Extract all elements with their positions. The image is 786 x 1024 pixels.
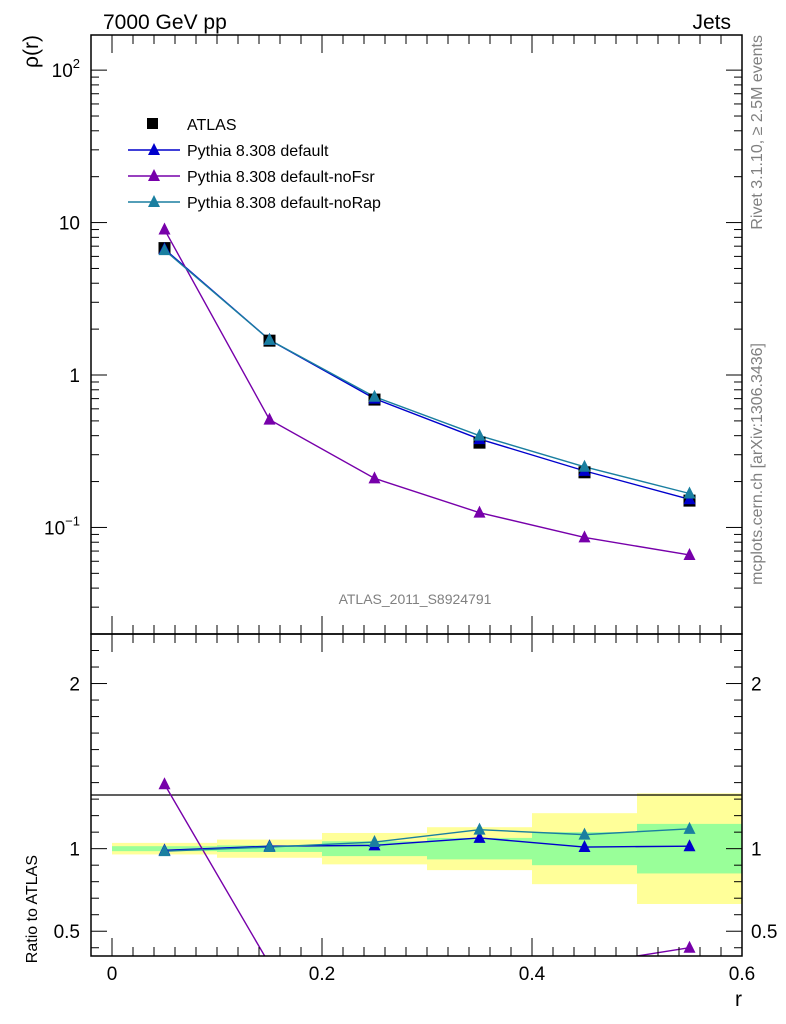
header-left-label: 7000 GeV pp (103, 11, 227, 34)
ratio-point-pythia-8-308-default-norap-4 (578, 827, 591, 840)
ratio-series-markers (158, 777, 696, 969)
ratio-point-pythia-8-308-default-norap-0 (158, 844, 171, 857)
ratio-point-pythia-8-308-default-4 (578, 840, 591, 853)
ratio-y-tick-label-right-2: 2 (751, 675, 762, 696)
analysis-id-label: ATLAS_2011_S8924791 (339, 591, 492, 607)
ratio-series-lines (163, 783, 690, 956)
main-point-pythia-8-308-default-norap-2 (368, 389, 381, 402)
ratio-line-pythia-8-308-default-norap (164, 828, 690, 852)
band-inner-3 (427, 837, 532, 860)
main-point-pythia-8-308-default-nofsr-3 (473, 505, 486, 518)
legend-marker-norap (148, 195, 160, 207)
ratio-plot-frame (90, 633, 743, 957)
main-y-axis-label: ρ(r) (20, 35, 43, 68)
axis-tick-labels: 10−1 1 10 102 0.5 0.5 1 1 2 2 0 0.2 0.4 0.6 (44, 56, 777, 985)
main-y-tick-label-2: 10 (59, 214, 80, 235)
legend-label-nofsr: Pythia 8.308 default-noFsr (187, 169, 375, 186)
legend-entry-default: Pythia 8.308 default (128, 143, 329, 160)
legend-entry-nofsr: Pythia 8.308 default-noFsr (128, 169, 375, 186)
ratio-point-pythia-8-308-default-5 (683, 839, 696, 852)
ratio-x-tick-label-0: 0 (107, 964, 118, 985)
main-point-pythia-8-308-default-nofsr-2 (368, 471, 381, 484)
ratio-line-pythia-8-308-default (164, 837, 690, 852)
ratio-line-pythia-8-308-default-nofsr (163, 783, 690, 956)
series-markers (158, 222, 696, 969)
ratio-y-tick-label-left-2: 2 (69, 675, 80, 696)
ratio-point-pythia-8-308-default-norap-1 (263, 840, 276, 853)
ratio-point-pythia-8-308-default-nofsr-5 (683, 940, 696, 953)
axis-ticks (91, 35, 743, 956)
legend-marker-atlas (147, 118, 158, 129)
legend: ATLAS Pythia 8.308 default Pythia 8.308 … (128, 117, 381, 212)
ratio-point-pythia-8-308-default-nofsr-1 (264, 957, 276, 969)
main-series-lines (163, 229, 690, 556)
ratio-x-tick-label-3: 0.6 (729, 964, 755, 985)
ratio-point-pythia-8-308-default-norap-3 (473, 822, 486, 835)
ratio-point-pythia-8-308-default-nofsr-2 (369, 957, 381, 969)
main-y-tick-exponent-0: −1 (65, 513, 80, 528)
legend-label-default: Pythia 8.308 default (187, 143, 329, 160)
x-axis-label: r (735, 988, 742, 1011)
main-y-tick-label-1: 1 (69, 366, 80, 387)
main-line-pythia-8-308-default-norap (164, 249, 690, 495)
ratio-x-tick-label-2: 0.4 (519, 964, 546, 985)
header-right-label: Jets (692, 11, 731, 34)
legend-entry-norap: Pythia 8.308 default-noRap (128, 195, 381, 212)
ratio-point-pythia-8-308-default-nofsr-4 (579, 957, 591, 969)
ratio-x-tick-label-1: 0.2 (309, 964, 335, 985)
legend-marker-nofsr (148, 169, 160, 181)
side-label-rivet: Rivet 3.1.10, ≥ 2.5M events (749, 35, 766, 230)
main-point-pythia-8-308-default-norap-1 (263, 332, 276, 345)
legend-label-norap: Pythia 8.308 default-noRap (187, 195, 381, 212)
side-label-mcplots: mcplots.cern.ch [arXiv:1306.3436] (749, 343, 766, 585)
series-lines (163, 229, 690, 956)
ratio-point-pythia-8-308-default-norap-2 (368, 835, 381, 848)
main-point-pythia-8-308-default-norap-5 (683, 486, 696, 499)
legend-marker-default (148, 143, 160, 155)
ratio-point-pythia-8-308-default-nofsr-0 (158, 777, 171, 790)
main-point-pythia-8-308-default-nofsr-0 (158, 222, 171, 235)
ratio-y-tick-label-left-0: 0.5 (54, 922, 80, 943)
main-point-pythia-8-308-default-norap-3 (473, 428, 486, 441)
ratio-point-pythia-8-308-default-nofsr-3 (474, 957, 486, 969)
ratio-y-tick-label-right-0: 0.5 (751, 922, 777, 943)
legend-label-atlas: ATLAS (187, 117, 237, 134)
ratio-y-axis-label: Ratio to ATLAS (24, 855, 41, 963)
main-series-markers (158, 222, 696, 560)
legend-entry-atlas: ATLAS (147, 117, 237, 134)
main-point-pythia-8-308-default-nofsr-4 (578, 530, 591, 543)
main-point-pythia-8-308-default-norap-4 (578, 459, 591, 472)
main-y-tick-exponent-3: 2 (73, 56, 80, 71)
ratio-point-pythia-8-308-default-norap-5 (683, 821, 696, 834)
main-y-tick-label-3: 102 (52, 56, 80, 82)
main-point-pythia-8-308-default-nofsr-5 (683, 547, 696, 560)
main-point-pythia-8-308-default-nofsr-1 (263, 412, 276, 425)
ratio-y-tick-label-left-1: 1 (69, 840, 80, 861)
main-y-tick-label-0: 10−1 (44, 513, 80, 539)
main-line-pythia-8-308-default-nofsr (163, 229, 690, 556)
ratio-y-tick-label-right-1: 1 (751, 840, 762, 861)
ratio-point-pythia-8-308-default-3 (473, 830, 486, 843)
main-line-pythia-8-308-default (164, 248, 690, 500)
main-point-pythia-8-308-default-norap-0 (158, 243, 171, 256)
